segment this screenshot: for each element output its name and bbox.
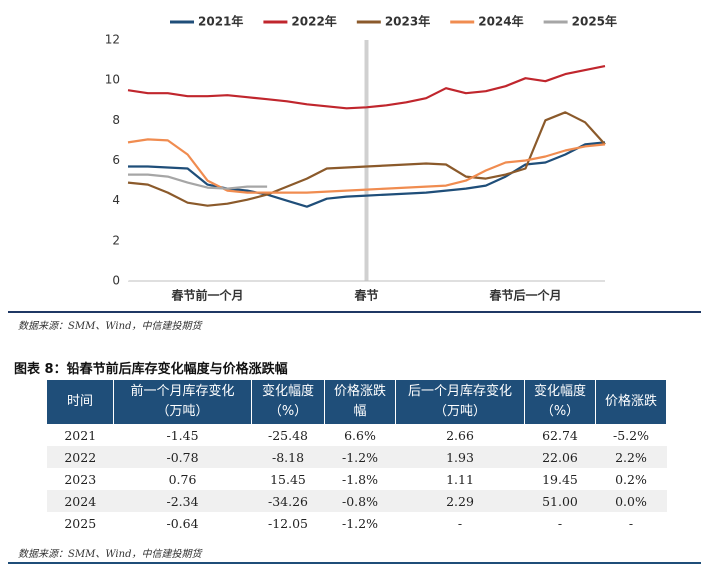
table-title: 图表 8：铅春节前后库存变化幅度与价格涨跌幅 [14, 362, 288, 377]
cell: 2.29 [395, 490, 525, 512]
source: 数据来源：SMM、Wind，中信建投期货 [18, 549, 202, 560]
y-tick-label: 10 [105, 73, 120, 87]
cell: 62.74 [542, 427, 578, 443]
cell: - [628, 515, 634, 531]
cell: 1.93 [395, 446, 525, 468]
cell: -1.8% [342, 471, 378, 487]
header-cell: 变化幅度（%） [251, 380, 325, 424]
cell: -0.8% [324, 490, 396, 512]
cell: -12.05 [267, 515, 308, 531]
header-cell: 价格涨跌幅 [324, 380, 396, 424]
series-line [127, 138, 606, 194]
cell: -8.18 [251, 446, 325, 468]
series-line [127, 65, 606, 110]
cell: 2023 [64, 471, 97, 487]
y-tick-label: 2 [112, 233, 120, 247]
cell: -1.2% [324, 446, 396, 468]
cell: 2024 [47, 490, 114, 512]
legend-label: 2024年 [478, 14, 523, 29]
cell: -34.26 [251, 490, 325, 512]
cell: 0.0% [595, 490, 667, 512]
cell: -2.34 [113, 490, 252, 512]
cell: -0.78 [113, 446, 252, 468]
row: 2024 -2.34 -34.26 -0.8% 2.29 51.00 0.0% [47, 490, 667, 512]
cell: 2021 [64, 427, 97, 443]
cell: 2025 [64, 515, 97, 531]
row: 2021 -1.45 -25.48 6.6% 2.66 62.74 -5.2% [47, 424, 667, 446]
row: 2022 -0.78 -8.18 -1.2% 1.93 22.06 2.2% [47, 446, 667, 468]
cell: 1.11 [446, 471, 474, 487]
rule [8, 562, 701, 564]
cell: -1.45 [166, 427, 199, 443]
cell: 0.76 [168, 471, 197, 487]
cell: 51.00 [524, 490, 596, 512]
cell: - [557, 515, 563, 531]
legend-label: 2025年 [572, 14, 617, 29]
header-cell: 前一个月库存变化（万吨） [113, 380, 252, 424]
cell: -1.2% [342, 515, 378, 531]
series-line [127, 111, 606, 207]
header-row: 时间 前一个月库存变化（万吨） 变化幅度（%） 价格涨跌幅 后一个月库存变化（万吨） 变化… [47, 380, 667, 424]
table: 时间 前一个月库存变化（万吨） 变化幅度（%） 价格涨跌幅 后一个月库存变化（万吨） 变化… [47, 380, 667, 534]
header-cell: 时间 [47, 380, 114, 424]
header-cell: 变化幅度（%） [524, 380, 596, 424]
x-tick-label: 春节 [353, 288, 378, 303]
cell: 22.06 [524, 446, 596, 468]
header-cell: 价格涨跌 [595, 380, 667, 424]
cell: 2.2% [595, 446, 667, 468]
cell: -25.48 [267, 427, 308, 443]
cell: 2022 [47, 446, 114, 468]
cell: 15.45 [270, 471, 306, 487]
y-tick-label: 6 [112, 153, 120, 167]
series-line [128, 141, 606, 208]
legend-label: 2021年 [198, 14, 243, 29]
cell: 6.6% [344, 427, 376, 443]
festival-band [364, 40, 369, 281]
cell: 19.45 [542, 471, 578, 487]
rule [8, 311, 701, 313]
row: 2023 0.76 15.45 -1.8% 1.11 19.45 0.2% [47, 468, 667, 490]
cell: - [457, 515, 463, 531]
chart: 0 2 4 6 8 10 12 春节前一个月 春节 春节后一个月 2021年 2022年 2023年 20… [105, 14, 617, 303]
cell: -5.2% [613, 427, 649, 443]
y-tick-label: 8 [112, 113, 120, 127]
header-cell: 后一个月库存变化（万吨） [395, 380, 525, 424]
x-tick-label: 春节前一个月 [170, 288, 243, 303]
row: 2025 -0.64 -12.05 -1.2% - - - [47, 512, 667, 534]
series-line [128, 173, 268, 190]
legend-label: 2022年 [291, 14, 336, 29]
legend-label: 2023年 [385, 14, 430, 29]
source: 数据来源：SMM、Wind，中信建投期货 [18, 321, 202, 332]
y-tick-label: 0 [112, 274, 120, 288]
cell: 0.2% [615, 471, 647, 487]
y-tick-label: 4 [112, 193, 120, 207]
x-tick-label: 春节后一个月 [488, 288, 561, 303]
cell: -0.64 [166, 515, 199, 531]
cell: 2.66 [446, 427, 474, 443]
y-tick-label: 12 [105, 33, 120, 47]
